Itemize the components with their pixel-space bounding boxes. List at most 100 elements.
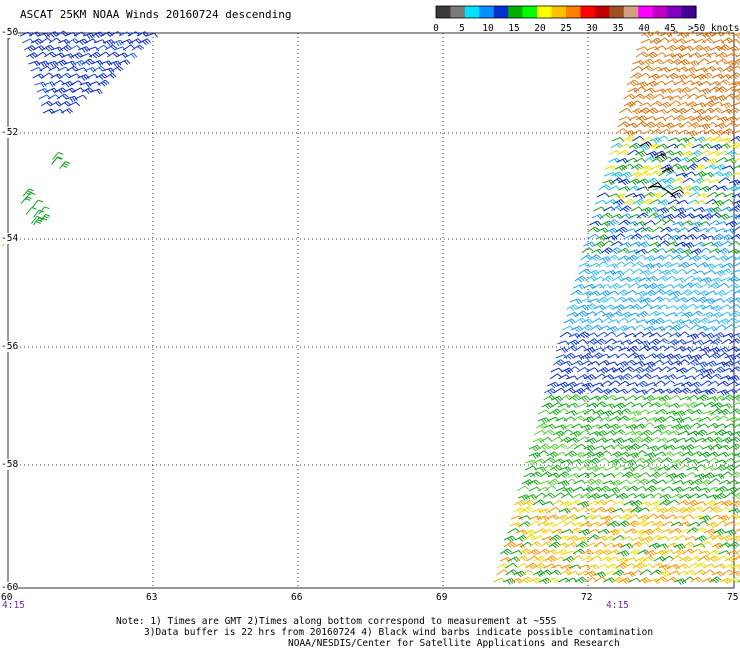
wind-barb [718, 143, 731, 149]
wind-barb [675, 74, 688, 81]
wind-barb [579, 521, 593, 528]
wind-barb [612, 443, 625, 450]
wind-barb [104, 44, 118, 51]
wind-barb [641, 58, 654, 66]
wind-barb [650, 262, 663, 269]
wind-barb [559, 500, 573, 508]
wind-barb [685, 130, 698, 137]
wind-barb [632, 536, 645, 543]
wind-barb [89, 51, 102, 59]
wind-barb [619, 205, 632, 213]
wind-barb [601, 275, 614, 283]
legend-swatch [508, 6, 524, 18]
wind-barb [77, 74, 90, 81]
wind-barb [594, 401, 607, 408]
wind-barb [136, 31, 149, 37]
wind-barb [639, 569, 652, 576]
wind-barb [654, 514, 667, 520]
wind-barb [654, 219, 667, 226]
wind-barb [630, 206, 643, 212]
wind-barb [710, 107, 723, 114]
wind-barb [592, 549, 605, 556]
wind-barb [527, 548, 541, 556]
wind-barb [518, 515, 531, 521]
wind-barb [538, 577, 552, 585]
wind-barb [528, 520, 541, 527]
wind-barb [709, 212, 722, 219]
wind-barb [730, 269, 740, 275]
wind-barb [645, 353, 658, 359]
wind-barb [727, 214, 740, 221]
wind-barb [591, 317, 604, 324]
wind-barb [711, 534, 724, 541]
latitude-label: -58 [1, 459, 19, 470]
wind-barb [645, 177, 659, 185]
wind-barb [693, 206, 706, 213]
wind-barb [723, 192, 737, 198]
wind-barb [703, 297, 716, 305]
wind-barb [646, 107, 659, 115]
legend-swatch [566, 6, 582, 18]
wind-barb [689, 381, 702, 389]
wind-barb [732, 423, 740, 429]
wind-barb [713, 269, 726, 277]
wind-barb [617, 247, 630, 254]
wind-barb [680, 121, 693, 128]
wind-barb [708, 220, 721, 226]
wind-barb [733, 521, 740, 527]
wind-barb [723, 464, 736, 472]
wind-barb [627, 514, 640, 520]
wind-barb [74, 94, 87, 100]
wind-barb [593, 241, 606, 249]
wind-barb [674, 534, 688, 541]
wind-barb [715, 485, 728, 493]
wind-barb [703, 401, 717, 408]
wind-barb [655, 549, 668, 557]
wind-barb [725, 52, 738, 58]
wind-barb [630, 233, 643, 240]
wind-barb [59, 161, 71, 170]
wind-barb [574, 576, 587, 584]
wind-barb [662, 122, 675, 130]
wind-barb [728, 142, 740, 150]
wind-barb [594, 338, 607, 346]
wind-barb [82, 58, 95, 66]
wind-barb [636, 46, 649, 52]
wind-barb [566, 402, 580, 409]
wind-barb [496, 569, 509, 576]
wind-barb [627, 443, 641, 451]
wind-barb [107, 51, 120, 58]
wind-barb [642, 493, 656, 499]
wind-barb [90, 88, 103, 95]
wind-barb [688, 317, 702, 325]
wind-barb [557, 471, 570, 479]
wind-barb [606, 254, 619, 261]
wind-barb [682, 541, 695, 548]
wind-barb [617, 380, 630, 387]
wind-barb [716, 415, 729, 422]
wind-barb [665, 170, 678, 177]
wind-barb [80, 52, 93, 58]
wind-barb [648, 332, 661, 338]
wind-barb [691, 506, 704, 513]
wind-barb [671, 122, 685, 129]
wind-barb [599, 556, 613, 563]
wind-barb [728, 436, 740, 443]
wind-barb [555, 347, 568, 354]
wind-barb [644, 485, 657, 493]
wind-barb [698, 487, 711, 494]
wind-barb [634, 290, 648, 298]
wind-barb [693, 543, 706, 548]
wind-barb [600, 317, 614, 324]
wind-barb [665, 473, 678, 480]
wind-barb [714, 94, 727, 102]
wind-barb [702, 368, 715, 375]
wind-barb [569, 298, 582, 305]
wind-barb [616, 157, 629, 164]
wind-barb [579, 298, 592, 304]
wind-barb [692, 177, 705, 185]
wind-barb [621, 471, 634, 479]
wind-barb [52, 79, 65, 86]
wind-barb [673, 277, 686, 284]
wind-barb [581, 549, 594, 556]
